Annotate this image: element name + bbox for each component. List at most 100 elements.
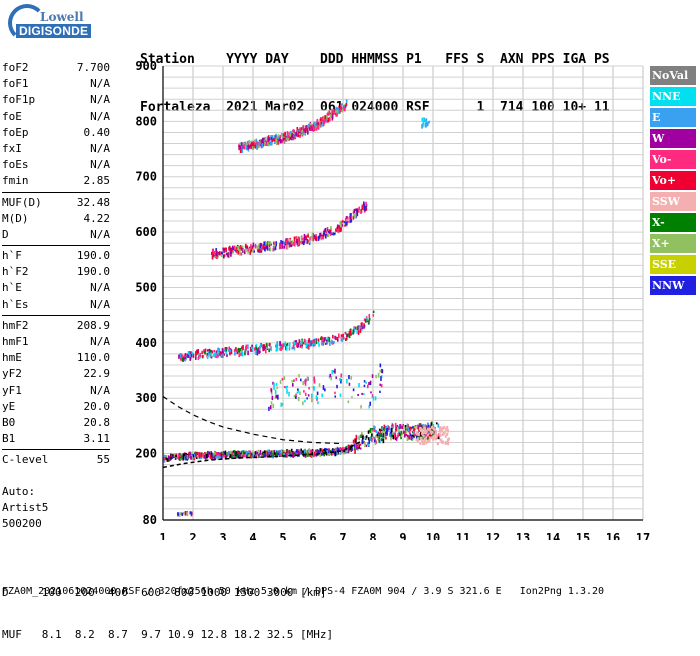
echo-dot bbox=[254, 350, 257, 355]
echo-dot bbox=[273, 241, 275, 245]
echo-dot bbox=[350, 213, 352, 217]
echo-dot bbox=[335, 376, 338, 379]
echo-dot bbox=[294, 240, 296, 246]
echo-dot bbox=[368, 318, 371, 321]
legend-item: X- bbox=[650, 213, 696, 232]
echo-dot bbox=[277, 134, 280, 139]
echo-dot bbox=[270, 388, 273, 393]
echo-dot bbox=[241, 146, 244, 149]
echo-dot bbox=[224, 347, 227, 352]
echo-dot bbox=[422, 423, 424, 427]
echo-dot bbox=[316, 391, 319, 396]
echo-dot bbox=[324, 337, 326, 342]
echo-dot bbox=[338, 333, 340, 339]
echo-dot bbox=[377, 431, 380, 434]
echo-dot bbox=[364, 207, 367, 210]
param-label: D bbox=[2, 227, 9, 241]
echo-dot bbox=[300, 239, 303, 245]
echo-dot bbox=[283, 450, 285, 454]
echo-dot bbox=[289, 237, 291, 241]
echo-dot bbox=[256, 141, 258, 146]
echo-dot bbox=[275, 382, 278, 386]
echo-dot bbox=[329, 113, 332, 118]
echo-dot bbox=[190, 351, 193, 354]
echo-dot bbox=[243, 454, 246, 458]
echo-dot bbox=[243, 142, 246, 146]
echo-dot bbox=[413, 432, 416, 437]
echo-dot bbox=[408, 435, 411, 440]
echo-dot bbox=[365, 435, 368, 439]
echo-dot bbox=[232, 250, 234, 254]
echo-dot bbox=[392, 434, 395, 440]
echo-dot bbox=[212, 454, 214, 459]
echo-dot bbox=[273, 382, 275, 387]
echo-dot bbox=[327, 117, 330, 122]
echo-dot bbox=[238, 250, 241, 256]
echo-dot bbox=[317, 401, 319, 405]
x-tick-label: 7 bbox=[339, 531, 346, 540]
echo-dot bbox=[343, 451, 345, 455]
echo-dot bbox=[268, 143, 270, 147]
echo-dot bbox=[312, 127, 315, 132]
echo-dot bbox=[239, 149, 242, 153]
x-tick-label: 2 bbox=[189, 531, 196, 540]
echo-dot bbox=[322, 121, 325, 127]
echo-dot bbox=[189, 511, 192, 515]
echo-dot bbox=[290, 244, 293, 247]
param-value: N/A bbox=[90, 141, 110, 155]
echo-dot bbox=[259, 449, 262, 455]
echo-dot bbox=[235, 249, 238, 253]
echo-dot bbox=[345, 99, 348, 103]
echo-dot bbox=[276, 343, 279, 348]
echo-dot bbox=[261, 246, 264, 250]
echo-dot bbox=[201, 351, 203, 355]
echo-dot bbox=[402, 430, 405, 434]
echo-dot bbox=[345, 449, 347, 453]
echo-dot bbox=[290, 240, 293, 245]
echo-dot bbox=[207, 450, 209, 456]
echo-dot bbox=[275, 141, 278, 146]
echo-dot bbox=[334, 391, 336, 395]
echo-dot bbox=[329, 231, 332, 236]
echo-dot bbox=[281, 377, 284, 381]
echo-dot bbox=[274, 139, 276, 145]
echo-dot bbox=[306, 128, 309, 132]
echo-dot bbox=[304, 399, 306, 403]
echo-dot bbox=[301, 129, 304, 133]
echo-dot bbox=[301, 241, 304, 245]
echo-dot bbox=[262, 452, 265, 457]
echo-dot bbox=[275, 394, 278, 399]
echo-dot bbox=[339, 221, 342, 225]
echo-dot bbox=[417, 424, 419, 430]
param-row: yF2 22.9 bbox=[2, 366, 110, 382]
echo-dot bbox=[203, 351, 206, 354]
echo-dot bbox=[302, 401, 304, 406]
param-row: hmE 110.0 bbox=[2, 350, 110, 366]
param-label: MUF(D) bbox=[2, 195, 42, 209]
echo-dot bbox=[253, 142, 256, 146]
echo-dot bbox=[339, 451, 342, 455]
echo-dot bbox=[252, 248, 254, 253]
echo-dot bbox=[307, 345, 309, 350]
y-tick-label: 600 bbox=[135, 225, 157, 239]
echo-dot bbox=[258, 349, 260, 354]
echo-dot bbox=[306, 241, 309, 244]
y-tick-label: 500 bbox=[135, 280, 157, 294]
echo-dot bbox=[241, 245, 244, 248]
echo-dot bbox=[215, 455, 218, 459]
echo-dot bbox=[353, 327, 355, 333]
echo-dot bbox=[312, 236, 315, 242]
echo-dot bbox=[264, 243, 266, 248]
echo-dot bbox=[359, 208, 362, 213]
echo-dot bbox=[432, 427, 435, 431]
echo-dot bbox=[305, 343, 308, 348]
param-row: hmF2 208.9 bbox=[2, 318, 110, 334]
echo-dot bbox=[381, 435, 384, 439]
echo-dot bbox=[266, 345, 269, 350]
echo-dot bbox=[337, 448, 339, 453]
echo-dot bbox=[357, 208, 360, 213]
echo-dot bbox=[275, 452, 278, 458]
echo-dot bbox=[181, 357, 184, 362]
echo-dot bbox=[425, 118, 428, 122]
param-row: foF2 7.700 bbox=[2, 60, 110, 76]
